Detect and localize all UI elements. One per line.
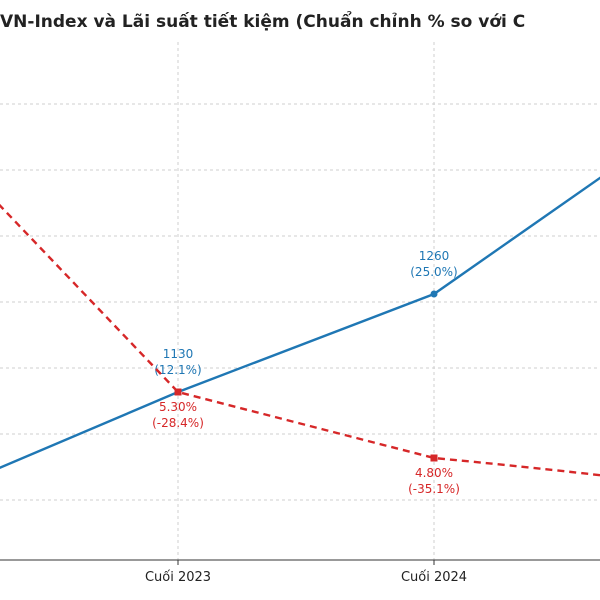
- vnindex-point: [430, 290, 438, 298]
- vnindex-data-label: (25.0%): [410, 265, 457, 279]
- savings-data-label: 4.80%: [415, 466, 453, 480]
- savings-data-label: (-35.1%): [408, 482, 460, 496]
- vnindex-data-label: 1130: [163, 347, 194, 361]
- vnindex-data-label: (12.1%): [154, 363, 201, 377]
- x-tick-label: Cuối 2024: [401, 570, 467, 585]
- chart-title: VN-Index và Lãi suất tiết kiệm (Chuẩn ch…: [0, 12, 526, 32]
- x-tick-label: Cuối 2023: [145, 570, 211, 585]
- vnindex-series-line: [0, 176, 600, 469]
- savings-data-label: 5.30%: [159, 400, 197, 414]
- vnindex-data-label: 1260: [419, 249, 450, 263]
- savings-series-line: [0, 203, 600, 477]
- savings-data-label: (-28.4%): [152, 416, 204, 430]
- savings-point: [174, 388, 182, 396]
- savings-point: [430, 454, 438, 462]
